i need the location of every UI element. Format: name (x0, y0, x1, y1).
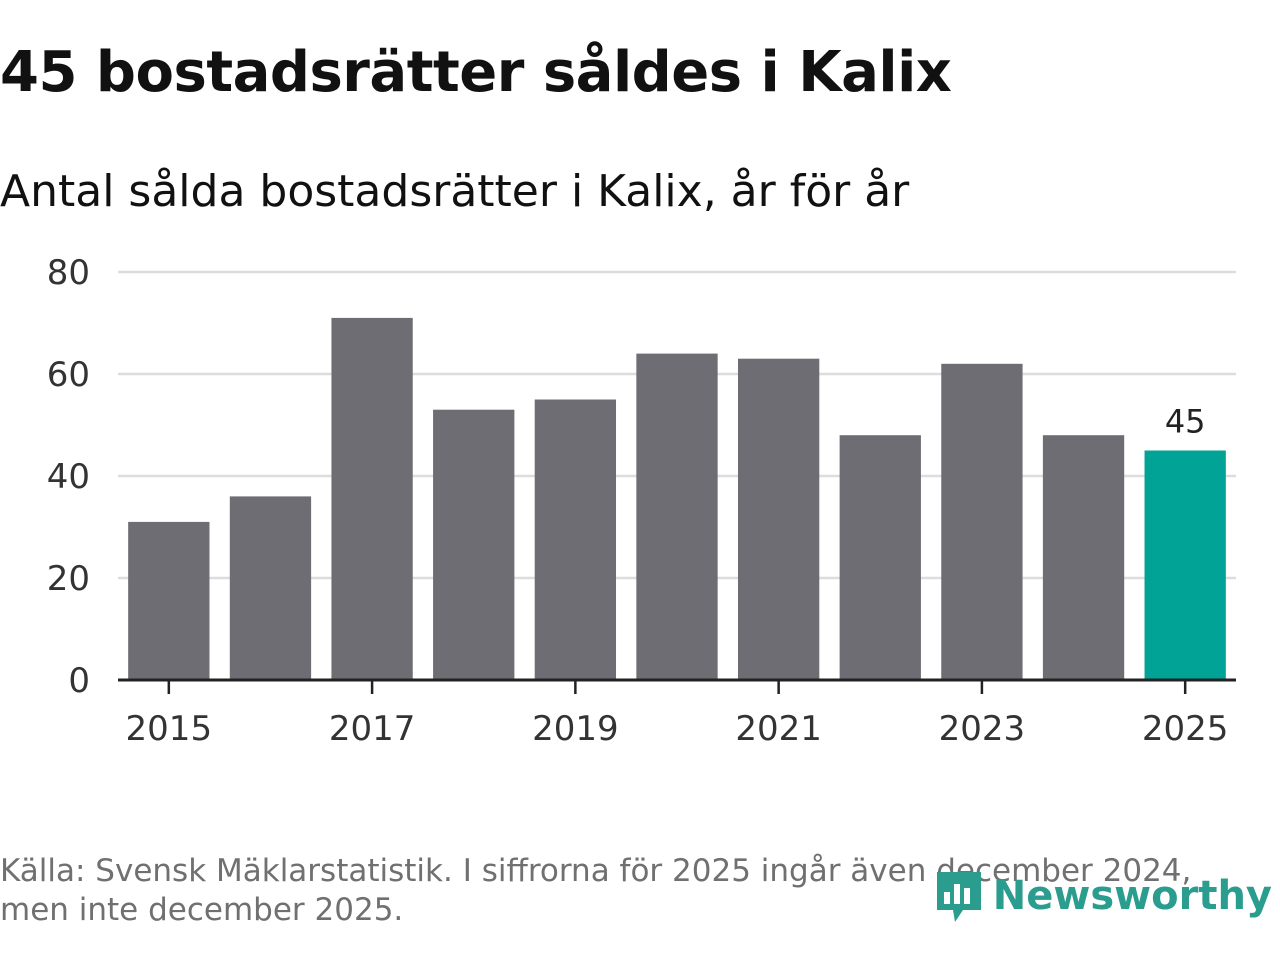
bar-2017 (331, 317, 413, 680)
y-tick-label-40: 40 (47, 457, 90, 497)
x-tick-label-2017: 2017 (329, 709, 416, 749)
x-tick-label-2021: 2021 (735, 709, 822, 749)
bar-2025 (1144, 450, 1226, 680)
bar-2022 (839, 435, 921, 680)
y-tick-label-20: 20 (47, 559, 90, 599)
y-axis-tick-labels: 0 20 40 60 80 (47, 253, 90, 701)
bar-2020 (636, 353, 718, 680)
brand-name: Newsworthy (992, 873, 1272, 919)
bar-2016 (229, 496, 312, 680)
brand-logo: Newsworthy (933, 866, 1272, 926)
source-note: Källa: Svensk Mäklarstatistik. I siffror… (0, 853, 1192, 928)
newsworthy-logo-icon (936, 872, 981, 922)
data-labels: 45 (1165, 403, 1206, 441)
y-tick-label-0: 0 (68, 661, 90, 701)
bar-chart: 0 20 40 60 80 2015 2017 2019 2021 2023 2025 45 (47, 253, 1236, 749)
data-label-2025: 45 (1165, 403, 1206, 441)
bar-2015 (128, 521, 210, 680)
x-tick-label-2015: 2015 (126, 709, 213, 749)
bar-2024 (1042, 435, 1125, 680)
x-tick-label-2023: 2023 (939, 709, 1026, 749)
bars (128, 317, 1226, 680)
bar-2023 (941, 363, 1023, 680)
y-tick-label-60: 60 (47, 355, 90, 395)
x-tick-label-2025: 2025 (1142, 709, 1229, 749)
page-title: 45 bostadsrätter såldes i Kalix (0, 40, 952, 105)
bar-2019 (534, 399, 617, 680)
x-tick-label-2019: 2019 (532, 709, 619, 749)
y-tick-label-80: 80 (47, 253, 90, 293)
bar-2021 (737, 358, 820, 680)
page-subtitle: Antal sålda bostadsrätter i Kalix, år fö… (0, 166, 910, 217)
bar-2018 (433, 409, 515, 680)
x-axis: 2015 2017 2019 2021 2023 2025 (118, 678, 1236, 749)
